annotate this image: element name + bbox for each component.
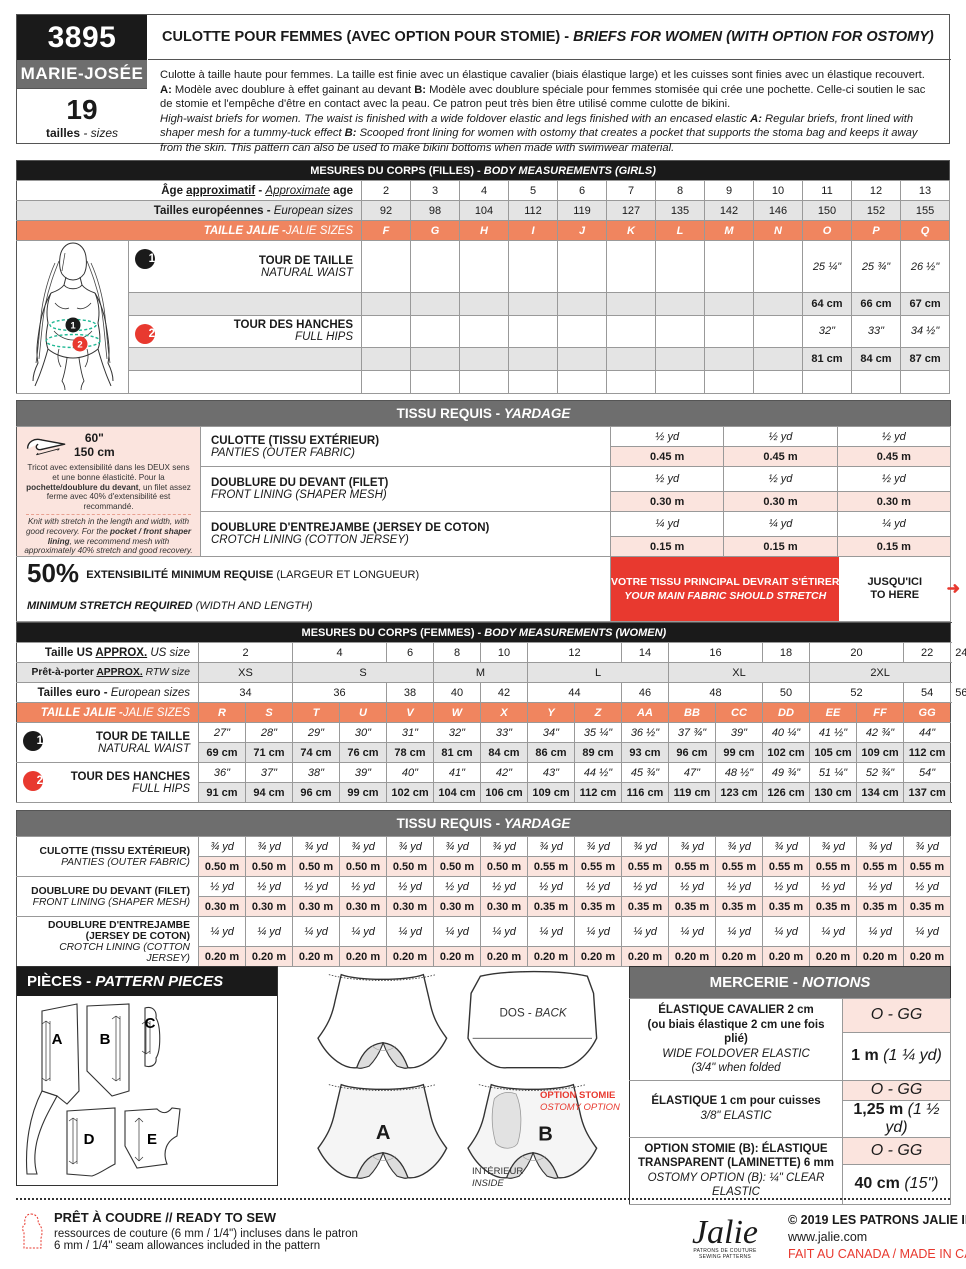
svg-text:DOS - BACK: DOS - BACK [500, 1007, 568, 1020]
svg-text:B: B [100, 1031, 111, 1048]
svg-text:SEWING PATTERNS: SEWING PATTERNS [699, 1254, 751, 1260]
svg-text:B: B [538, 1123, 553, 1145]
svg-text:D: D [84, 1131, 95, 1148]
svg-text:2: 2 [77, 340, 82, 351]
svg-text:A: A [52, 1031, 63, 1048]
svg-text:E: E [147, 1131, 157, 1148]
svg-text:OPTION STOMIE: OPTION STOMIE [540, 1090, 615, 1101]
svg-text:C: C [145, 1015, 156, 1032]
svg-text:INSIDE: INSIDE [472, 1178, 504, 1189]
svg-text:INTÉRIEUR: INTÉRIEUR [472, 1166, 523, 1177]
svg-text:Jalie: Jalie [692, 1214, 758, 1251]
svg-text:OSTOMY OPTION: OSTOMY OPTION [540, 1102, 620, 1113]
svg-text:1: 1 [70, 321, 76, 332]
svg-text:A: A [376, 1122, 391, 1144]
